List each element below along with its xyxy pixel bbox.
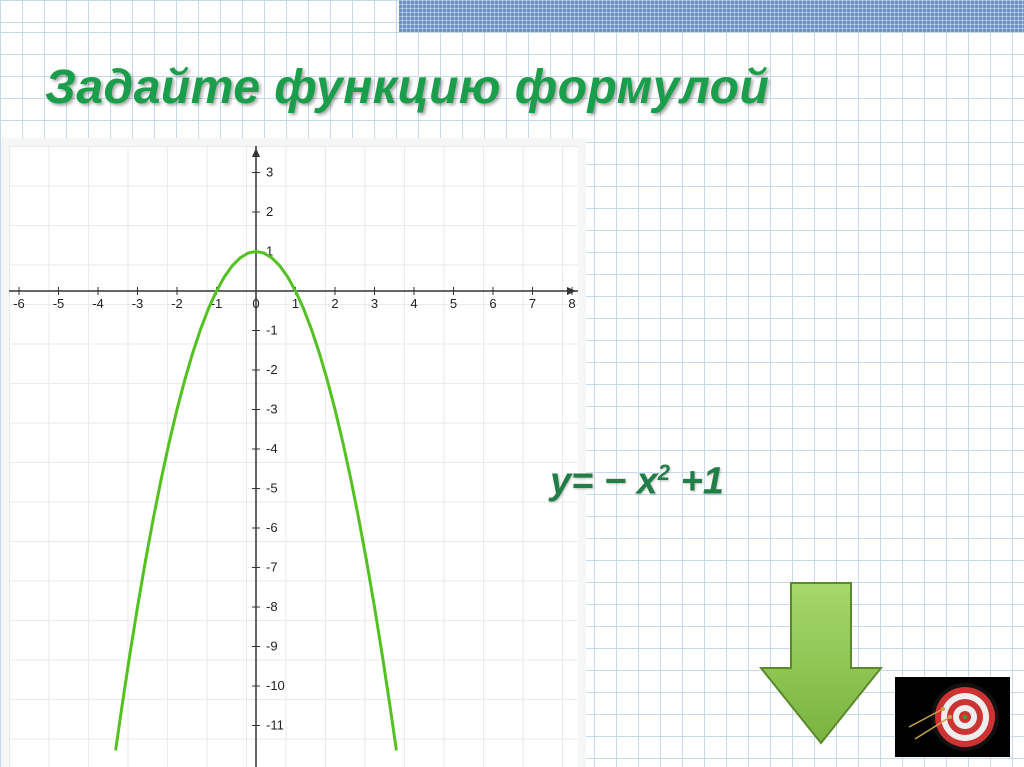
svg-text:3: 3	[371, 296, 378, 311]
svg-text:6: 6	[489, 296, 496, 311]
svg-text:-7: -7	[266, 560, 278, 575]
svg-text:-6: -6	[266, 520, 278, 535]
top-decorative-strip	[399, 0, 1024, 32]
svg-text:0: 0	[252, 296, 259, 311]
svg-text:-2: -2	[266, 362, 278, 377]
svg-text:8: 8	[568, 296, 575, 311]
svg-text:-10: -10	[266, 678, 285, 693]
svg-text:5: 5	[450, 296, 457, 311]
formula-suffix: +1	[670, 461, 724, 503]
slide-title: Задайте функцию формулой	[45, 60, 769, 115]
function-chart: -6-5-4-3-2-1012345678321-1-2-3-4-5-6-7-8…	[1, 138, 586, 767]
function-formula: у= − х2 +1	[550, 460, 724, 504]
svg-text:2: 2	[331, 296, 338, 311]
svg-text:-9: -9	[266, 639, 278, 654]
svg-text:3: 3	[266, 165, 273, 180]
svg-text:-1: -1	[266, 323, 278, 338]
down-arrow-icon	[756, 578, 886, 748]
chart-plot-area: -6-5-4-3-2-1012345678321-1-2-3-4-5-6-7-8…	[9, 146, 578, 767]
svg-text:4: 4	[410, 296, 417, 311]
svg-text:-4: -4	[266, 441, 278, 456]
svg-text:-3: -3	[266, 402, 278, 417]
svg-text:7: 7	[529, 296, 536, 311]
chart-svg: -6-5-4-3-2-1012345678321-1-2-3-4-5-6-7-8…	[9, 146, 578, 767]
svg-text:2: 2	[266, 204, 273, 219]
svg-text:-8: -8	[266, 599, 278, 614]
svg-text:-4: -4	[92, 296, 104, 311]
svg-text:-11: -11	[266, 718, 284, 733]
formula-exponent: 2	[658, 460, 670, 485]
notebook-grid-top-left	[0, 0, 399, 32]
formula-prefix: у= − х	[550, 461, 658, 503]
svg-text:-5: -5	[53, 296, 65, 311]
dartboard-image	[895, 677, 1010, 757]
svg-text:-3: -3	[132, 296, 144, 311]
svg-text:-6: -6	[13, 296, 25, 311]
svg-text:-2: -2	[171, 296, 183, 311]
svg-text:-5: -5	[266, 481, 278, 496]
